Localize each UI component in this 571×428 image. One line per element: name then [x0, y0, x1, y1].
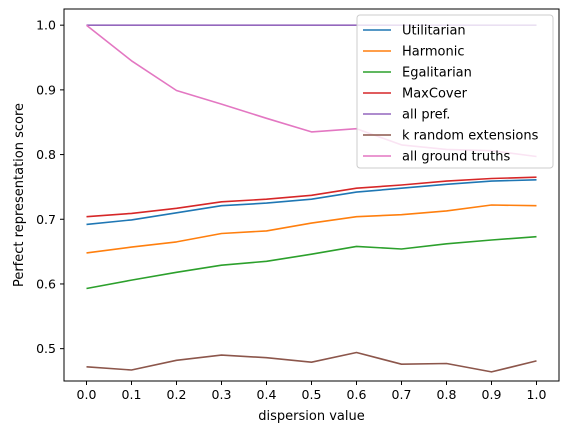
x-tick-label: 0.9: [482, 387, 502, 402]
x-axis: 0.0 0.1 0.2 0.3 0.4 0.5 0.6 0.7 0.8 0.9 1.0: [77, 381, 547, 402]
y-tick-label: 0.8: [36, 147, 56, 162]
x-tick-label: 0.0: [77, 387, 97, 402]
x-axis-label: dispersion value: [258, 409, 364, 424]
y-axis: 0.5 0.6 0.7 0.8 0.9 1.0: [36, 18, 64, 356]
x-tick-label: 0.4: [257, 387, 277, 402]
series-line-0: [86, 179, 537, 226]
series-line-1: [86, 204, 537, 254]
x-tick-label: 0.1: [122, 387, 142, 402]
x-tick-label: 1.0: [527, 387, 547, 402]
x-tick-label: 0.8: [437, 387, 457, 402]
series-line-5: [86, 351, 537, 373]
x-tick-label: 0.6: [347, 387, 367, 402]
y-axis-label: Perfect representation score: [12, 103, 27, 287]
y-tick-label: 1.0: [36, 18, 56, 33]
series-line-3: [86, 176, 537, 218]
legend: Utilitarian Harmonic Egalitarian MaxCover al…: [356, 14, 554, 169]
y-tick-label: 0.9: [36, 82, 56, 97]
legend-label: MaxCover: [402, 87, 468, 102]
x-tick-label: 0.2: [167, 387, 187, 402]
y-tick-label: 0.5: [36, 341, 56, 356]
y-tick-label: 0.6: [36, 276, 56, 291]
x-tick-label: 0.3: [212, 387, 232, 402]
legend-label: k random extensions: [402, 129, 539, 144]
x-tick-label: 0.7: [392, 387, 412, 402]
legend-label: Egalitarian: [402, 66, 472, 81]
legend-label: Harmonic: [402, 45, 464, 60]
y-tick-label: 0.7: [36, 212, 56, 227]
legend-label: all pref.: [402, 108, 450, 123]
series-layer: [86, 24, 537, 373]
legend-label: Utilitarian: [402, 24, 466, 39]
legend-box: [356, 14, 554, 169]
x-tick-label: 0.5: [302, 387, 322, 402]
legend-label: all ground truths: [402, 150, 510, 165]
series-line-2: [86, 235, 537, 290]
